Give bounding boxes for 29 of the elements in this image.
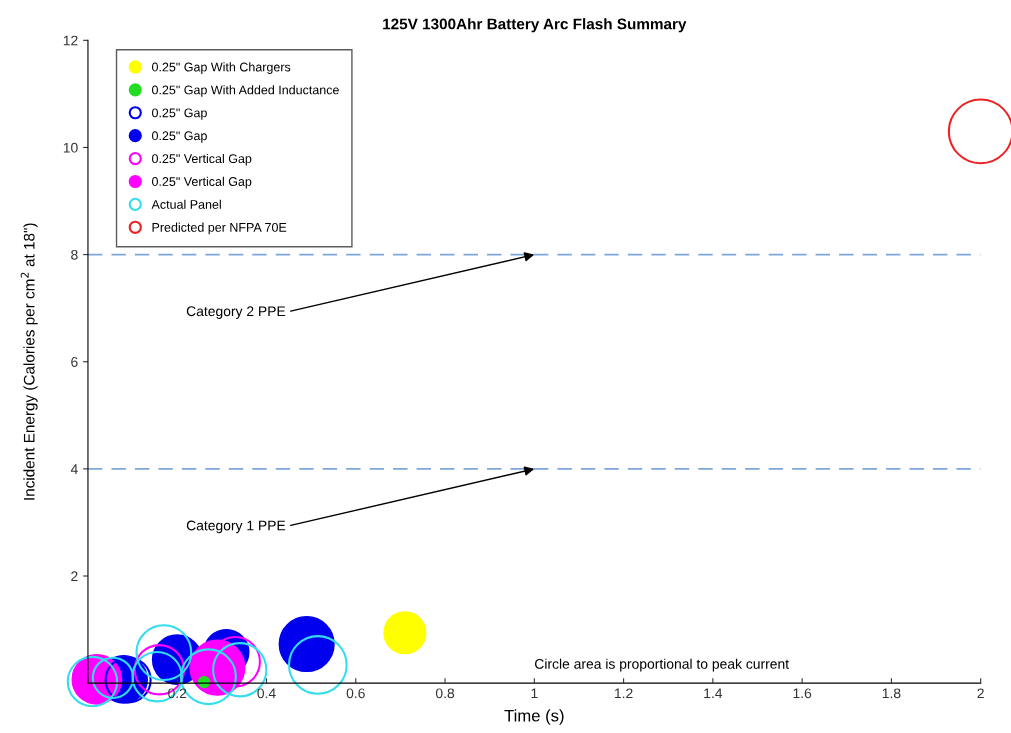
y-tick-label: 10 [63, 142, 78, 153]
x-axis-title: Time (s) [504, 709, 564, 725]
y-axis-title: Incident Energy (Calories per cm$^{2}$ at 18") [20, 223, 38, 500]
y-tick-label: 2 [71, 571, 78, 582]
chart-title: 125V 1300Ahr Battery Arc Flash Summary [383, 18, 687, 33]
legend-label: 0.25" Gap [152, 131, 207, 143]
y-tick-label: 4 [70, 464, 78, 474]
x-tick-label: 1.8 [882, 688, 901, 699]
legend-label: 0.25" Vertical Gap [152, 153, 252, 166]
x-tick-label: 0.6 [346, 688, 365, 699]
legend-label: 0.25" Gap With Chargers [152, 62, 291, 74]
legend-label: Actual Panel [151, 199, 221, 209]
x-tick-label: 2 [977, 688, 984, 699]
x-tick-label: 1.4 [704, 688, 723, 699]
annotation: Category 1 PPE [186, 520, 286, 534]
x-tick-label: 0.8 [435, 688, 455, 699]
legend-label: Predicted per NFPA 70E [152, 222, 287, 235]
x-tick-label: 0.4 [257, 688, 276, 699]
legend-label: 0.25" Gap [152, 108, 207, 120]
annotation: Category 2 PPE [186, 306, 286, 319]
x-tick-label: 1.2 [614, 688, 633, 699]
legend-label: 0.25" Vertical Gap [152, 176, 252, 189]
y-tick-label: 12 [63, 35, 78, 46]
y-tick-label: 6 [71, 357, 78, 367]
x-tick-label: 1.6 [793, 688, 812, 699]
legend-label: 0.25" Gap With Added Inductance [152, 85, 339, 97]
x-tick-label: 1 [531, 688, 538, 699]
annotation: Circle area is proportional to peak current [535, 658, 789, 672]
y-tick-label: 8 [71, 249, 78, 260]
